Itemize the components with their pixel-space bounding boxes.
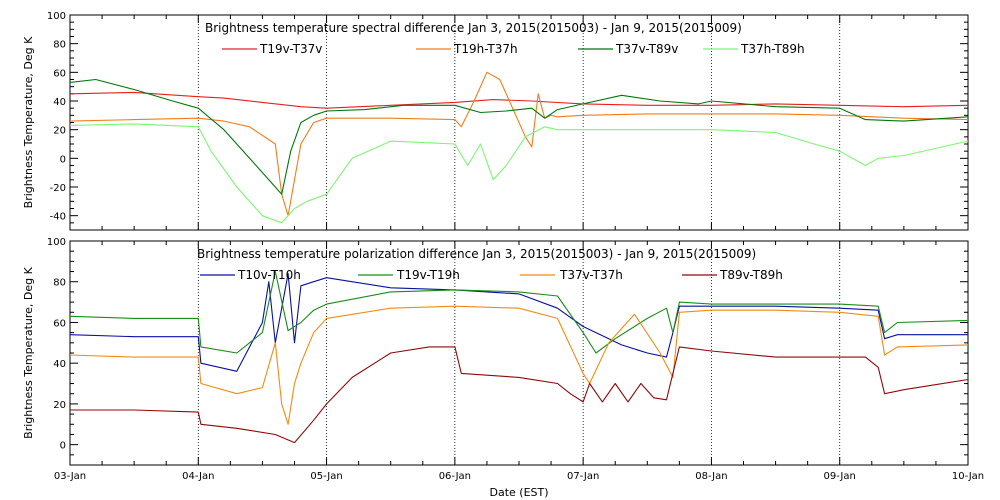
legend-label: T37v-T89v [615, 42, 678, 56]
series-group [70, 270, 968, 444]
series-line-t37h-t89h [70, 123, 968, 224]
x-tick-label: 04-Jan [182, 471, 214, 482]
y-axis-label: Brightness Temperature, Deg K [22, 266, 35, 438]
y-tick-label: 40 [53, 359, 66, 370]
series-line-t19v-t37v [70, 91, 968, 109]
y-tick-label: 100 [47, 11, 66, 22]
chart-panel-2: 0 20 40 60 80 100 03-Jan 04-Jan 05-Jan 06-Jan 07-J… [22, 237, 984, 499]
y-axis-label: Brightness Temperature, Deg K [22, 36, 35, 208]
series-line-t19h-t37h [70, 71, 968, 217]
y-tick-label: 0 [60, 154, 66, 165]
x-axis-label: Date (EST) [489, 486, 548, 499]
series-line-t37v-t37h [70, 305, 968, 425]
legend-label: T37v-T37h [559, 268, 623, 282]
y-tick-label: 20 [53, 400, 66, 411]
y-tick-label: -20 [50, 183, 66, 194]
x-tick-label: 06-Jan [439, 471, 471, 482]
series-group [70, 71, 968, 224]
x-tick-label: 09-Jan [824, 471, 856, 482]
y-tick-label: -40 [50, 212, 66, 223]
legend-label: T89v-T89h [719, 268, 783, 282]
y-tick-label: 60 [53, 318, 66, 329]
y-tick-label: 60 [53, 68, 66, 79]
chart-title: Brightness temperature spectral differen… [205, 21, 742, 35]
legend-label: T37h-T89h [740, 42, 805, 56]
y-tick-label: 40 [53, 97, 66, 108]
y-tick-label: 20 [53, 126, 66, 137]
chart-title: Brightness temperature polarization diff… [197, 247, 756, 261]
y-tick-label: 80 [53, 40, 66, 51]
series-line-t37v-t89v [70, 78, 968, 195]
chart-panel-1: -40 -20 0 20 40 60 80 100 Brightness Temperature… [22, 11, 969, 231]
legend-label: T19h-T37h [453, 42, 518, 56]
x-tick-label: 10-Jan [952, 471, 984, 482]
x-tick-label: 07-Jan [567, 471, 599, 482]
x-tick-label: 03-Jan [54, 471, 86, 482]
series-line-t89v-t89h [70, 346, 968, 444]
legend-label: T10v-T10h [237, 268, 301, 282]
legend-label: T19v-T19h [396, 268, 460, 282]
x-tick-label: 05-Jan [310, 471, 342, 482]
y-tick-label: 80 [53, 278, 66, 289]
x-tick-label: 08-Jan [695, 471, 727, 482]
y-tick-label: 0 [60, 441, 66, 452]
series-line-t10v-t10h [70, 273, 968, 372]
y-tick-label: 100 [47, 237, 66, 248]
legend-label: T19v-T37v [259, 42, 322, 56]
series-line-t19v-t19h [70, 270, 968, 354]
